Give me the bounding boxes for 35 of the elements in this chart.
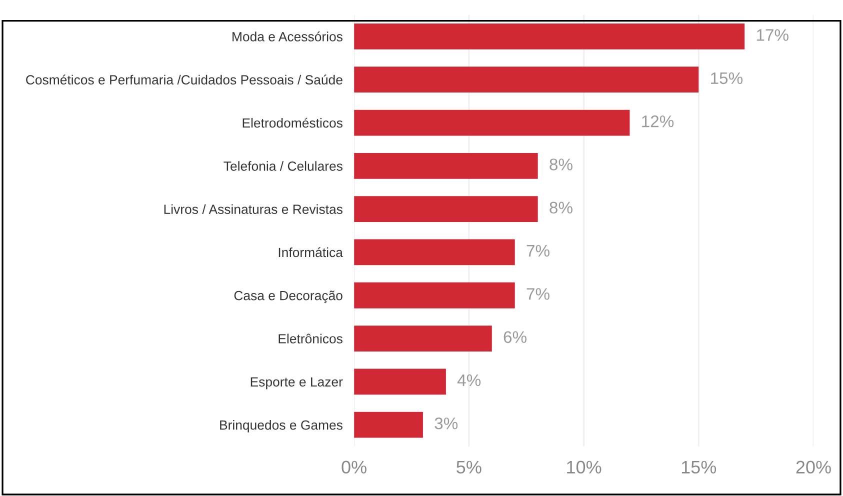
x-tick-label: 5% [456, 460, 482, 474]
data-label: 6% [504, 331, 526, 343]
data-label: 7% [526, 288, 550, 300]
y-tick-label: Eletrodomésticos [242, 118, 342, 128]
x-tick-label: 15% [682, 460, 716, 474]
x-tick-label: 0% [342, 460, 366, 474]
y-tick-label: Moda e Acessórios [232, 32, 342, 42]
bar [354, 110, 630, 136]
y-tick-label: Cosméticos e Perfumaria /Cuidados Pessoais / Saúde [26, 74, 342, 85]
bar [354, 66, 699, 93]
x-tick-label: 20% [796, 460, 831, 474]
y-tick-label: Telefonia / Celulares [224, 161, 342, 171]
data-label: 3% [434, 417, 458, 430]
data-label: 12% [642, 115, 674, 128]
bar [354, 196, 538, 222]
data-label: 8% [550, 158, 572, 170]
bar [354, 24, 745, 50]
y-tick-label: Livros / Assinaturas e Revistas [164, 204, 342, 214]
bar [354, 368, 446, 395]
y-tick-label: Brinquedos e Games [220, 420, 342, 432]
y-tick-label: Esporte e Lazer [250, 377, 343, 390]
bar [354, 326, 492, 352]
y-tick-label: Eletrônicos [278, 334, 342, 344]
y-tick-label: Casa e Decoração [234, 290, 342, 303]
x-tick-label: 10% [567, 460, 602, 474]
bar [354, 152, 538, 179]
bar [354, 412, 423, 438]
data-label: 4% [457, 374, 481, 386]
data-label: 15% [711, 72, 743, 84]
bar [354, 282, 515, 308]
data-label: 7% [526, 244, 550, 257]
data-label: 17% [756, 29, 788, 41]
y-tick-label: Informática [278, 247, 343, 258]
data-label: 8% [550, 202, 572, 214]
bar [354, 239, 515, 266]
